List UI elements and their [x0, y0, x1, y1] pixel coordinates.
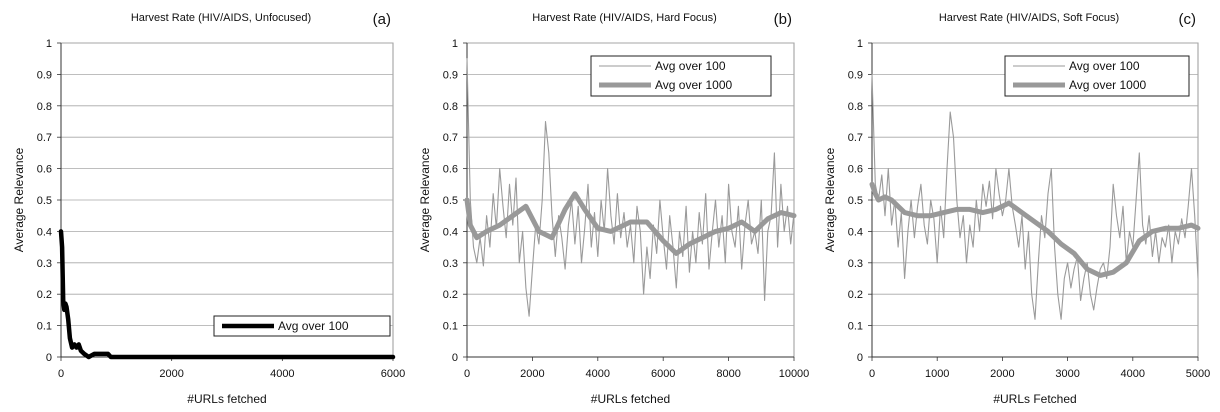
y-tick-label: 0.5: [37, 195, 52, 207]
x-tick-label: 2000: [520, 368, 544, 380]
x-tick-label: 5000: [1186, 368, 1210, 380]
legend-label: Avg over 1000: [655, 78, 732, 92]
panel-label: (b): [774, 11, 792, 28]
y-tick-label: 0.9: [848, 69, 863, 81]
y-tick-label: 0.1: [37, 321, 52, 333]
y-tick-label: 0.5: [443, 195, 458, 207]
y-tick-label: 0.2: [848, 289, 863, 301]
x-tick-label: 6000: [381, 368, 405, 380]
x-tick-label: 2000: [990, 368, 1014, 380]
y-tick-label: 0.7: [848, 132, 863, 144]
y-tick-label: 0: [46, 352, 52, 364]
y-tick-label: 0.4: [848, 226, 863, 238]
x-axis-label: #URLs fetched: [187, 392, 266, 406]
legend-label: Avg over 100: [1069, 59, 1140, 73]
y-tick-label: 0.7: [443, 132, 458, 144]
y-tick-label: 0.9: [443, 69, 458, 81]
x-tick-label: 1000: [925, 368, 949, 380]
legend-label: Avg over 100: [278, 319, 349, 333]
y-tick-label: 0.3: [443, 258, 458, 270]
x-tick-label: 8000: [716, 368, 740, 380]
series-line-0: [58, 229, 396, 360]
x-tick-label: 6000: [651, 368, 675, 380]
y-tick-label: 0.1: [848, 321, 863, 333]
y-axis-label: Average Relevance: [12, 147, 26, 252]
x-tick-label: 0: [869, 368, 875, 380]
legend-label: Avg over 100: [655, 59, 726, 73]
y-tick-label: 1: [46, 38, 52, 50]
y-axis-label: Average Relevance: [418, 147, 432, 252]
panel-label: (a): [373, 11, 391, 28]
y-tick-label: 0.3: [848, 258, 863, 270]
x-axis-label: #URLs fetched: [591, 392, 670, 406]
y-tick-label: 0.6: [443, 164, 458, 176]
series-line-0: [466, 58, 795, 317]
y-tick-label: 0.5: [848, 195, 863, 207]
y-tick-label: 1: [857, 38, 863, 50]
x-tick-label: 3000: [1055, 368, 1079, 380]
legend-box: [213, 315, 391, 337]
legend: Avg over 100 Avg over 1000: [1004, 55, 1190, 97]
y-tick-label: 0.8: [37, 101, 52, 113]
y-tick-label: 0.9: [37, 69, 52, 81]
chart-title: Harvest Rate (HIV/AIDS, Hard Focus): [532, 12, 717, 24]
y-tick-label: 1: [452, 38, 458, 50]
x-tick-label: 2000: [159, 368, 183, 380]
x-tick-label: 4000: [270, 368, 294, 380]
x-tick-label: 0: [58, 368, 64, 380]
y-tick-label: 0.1: [443, 321, 458, 333]
legend: Avg over 100: [213, 315, 391, 337]
y-tick-label: 0.4: [37, 226, 52, 238]
legend-box: [590, 55, 772, 97]
legend-label: Avg over 1000: [1069, 78, 1146, 92]
y-tick-label: 0.6: [848, 164, 863, 176]
panel-label: (c): [1179, 11, 1197, 28]
x-tick-label: 0: [464, 368, 470, 380]
y-tick-label: 0.8: [848, 101, 863, 113]
y-tick-label: 0.7: [37, 132, 52, 144]
series-line-0: [871, 73, 1199, 320]
x-axis-label: #URLs Fetched: [993, 392, 1076, 406]
chart-panel-1: 0 0.1 0.2 0.3 0.4 0.5 0.6 0.7 0.8 0.9 1 0 2000 4000 60…: [418, 11, 809, 406]
legend-box: [1004, 55, 1190, 97]
x-tick-label: 10000: [779, 368, 810, 380]
chart-panel-0: 0 0.1 0.2 0.3 0.4 0.5 0.6 0.7 0.8 0.9 1 0 2000 4000 60…: [12, 11, 405, 406]
series-line-1: [464, 191, 797, 256]
x-tick-label: 4000: [1121, 368, 1145, 380]
x-tick-label: 4000: [586, 368, 610, 380]
y-tick-label: 0.8: [443, 101, 458, 113]
y-tick-label: 0.4: [443, 226, 458, 238]
chart-panel-2: 0 0.1 0.2 0.3 0.4 0.5 0.6 0.7 0.8 0.9 1 0 1000 2000 30…: [823, 11, 1210, 406]
y-tick-label: 0: [857, 352, 863, 364]
y-tick-label: 0: [452, 352, 458, 364]
y-tick-label: 0.2: [443, 289, 458, 301]
legend: Avg over 100 Avg over 1000: [590, 55, 772, 97]
y-tick-label: 0.6: [37, 164, 52, 176]
chart-title: Harvest Rate (HIV/AIDS, Soft Focus): [939, 12, 1119, 24]
y-tick-label: 0.3: [37, 258, 52, 270]
series-line-1: [869, 181, 1201, 278]
y-tick-label: 0.2: [37, 289, 52, 301]
chart-title: Harvest Rate (HIV/AIDS, Unfocused): [131, 12, 311, 24]
y-axis-label: Average Relevance: [823, 147, 837, 252]
